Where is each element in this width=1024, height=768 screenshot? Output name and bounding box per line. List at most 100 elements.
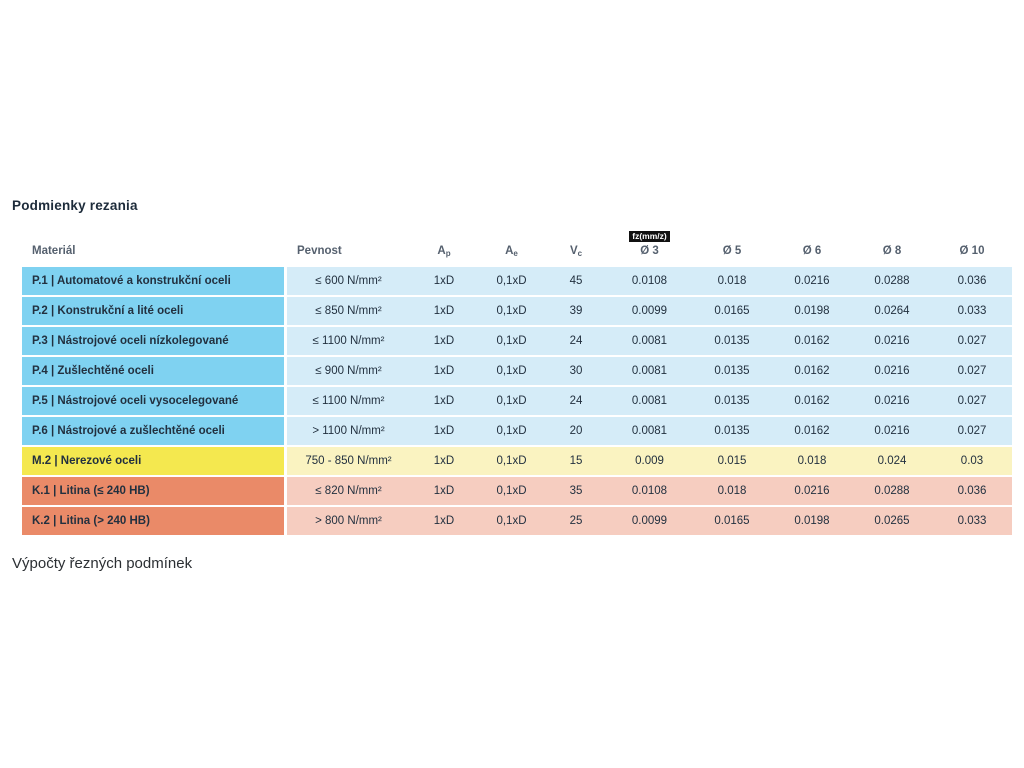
- value-cell: 20: [545, 417, 607, 445]
- value-cell: 0.036: [932, 477, 1012, 505]
- value-cell: 0.0108: [607, 267, 692, 295]
- value-cell: 0.0081: [607, 417, 692, 445]
- value-cell: 0.027: [932, 387, 1012, 415]
- value-cell: 30: [545, 357, 607, 385]
- value-cell: 0.0108: [607, 477, 692, 505]
- value-cell: 0.0216: [852, 417, 932, 445]
- value-cell: 0,1xD: [478, 387, 545, 415]
- value-cell: ≤ 820 N/mm²: [287, 477, 410, 505]
- value-cell: 1xD: [410, 267, 478, 295]
- value-cell: 0.033: [932, 507, 1012, 535]
- value-cell: 0.0216: [852, 327, 932, 355]
- value-cell: 0.0081: [607, 357, 692, 385]
- value-cell: 1xD: [410, 387, 478, 415]
- value-cell: ≤ 850 N/mm²: [287, 297, 410, 325]
- value-cell: > 800 N/mm²: [287, 507, 410, 535]
- value-cell: ≤ 600 N/mm²: [287, 267, 410, 295]
- material-cell: P.6 | Nástrojové a zušlechtěné oceli: [22, 417, 287, 445]
- page-title: Podmienky rezania: [12, 198, 138, 213]
- value-cell: 0.0288: [852, 477, 932, 505]
- value-cell: 0.027: [932, 417, 1012, 445]
- value-cell: ≤ 1100 N/mm²: [287, 387, 410, 415]
- value-cell: 0.018: [772, 447, 852, 475]
- value-cell: 1xD: [410, 447, 478, 475]
- value-cell: 1xD: [410, 417, 478, 445]
- value-cell: 750 - 850 N/mm²: [287, 447, 410, 475]
- table-row: M.2 | Nerezové oceli 750 - 850 N/mm² 1xD 0,…: [22, 447, 1012, 475]
- value-cell: 0.0081: [607, 327, 692, 355]
- table-row: P.3 | Nástrojové oceli nízkolegované ≤ 11…: [22, 327, 1012, 355]
- value-cell: 1xD: [410, 477, 478, 505]
- value-cell: ≤ 900 N/mm²: [287, 357, 410, 385]
- material-cell: M.2 | Nerezové oceli: [22, 447, 287, 475]
- table-row: P.5 | Nástrojové oceli vysocelegované ≤ 1…: [22, 387, 1012, 415]
- value-cell: 0,1xD: [478, 297, 545, 325]
- value-cell: 0.018: [692, 267, 772, 295]
- value-cell: 0,1xD: [478, 327, 545, 355]
- value-cell: 0,1xD: [478, 357, 545, 385]
- value-cell: 0.0099: [607, 507, 692, 535]
- value-cell: 24: [545, 387, 607, 415]
- value-cell: 0.015: [692, 447, 772, 475]
- column-header-d10: Ø 10: [959, 245, 985, 257]
- column-header-vc: Vc: [569, 245, 583, 258]
- column-header-d5: Ø 5: [722, 245, 742, 257]
- column-header-d6: Ø 6: [802, 245, 822, 257]
- table-row: K.1 | Litina (≤ 240 HB) ≤ 820 N/mm² 1xD 0,1…: [22, 477, 1012, 505]
- value-cell: 0,1xD: [478, 447, 545, 475]
- value-cell: 0,1xD: [478, 477, 545, 505]
- value-cell: 0.0162: [772, 387, 852, 415]
- value-cell: 0.027: [932, 357, 1012, 385]
- column-header-material: Materiál: [32, 245, 76, 257]
- value-cell: 1xD: [410, 507, 478, 535]
- value-cell: 0.0162: [772, 417, 852, 445]
- fz-unit-badge: fz(mm/z): [629, 230, 670, 242]
- table-row: P.4 | Zušlechtěné oceli ≤ 900 N/mm² 1xD 0,1…: [22, 357, 1012, 385]
- value-cell: 0.027: [932, 327, 1012, 355]
- value-cell: 0.0216: [772, 267, 852, 295]
- value-cell: 45: [545, 267, 607, 295]
- value-cell: 35: [545, 477, 607, 505]
- value-cell: 1xD: [410, 327, 478, 355]
- value-cell: 0,1xD: [478, 507, 545, 535]
- value-cell: 0.0264: [852, 297, 932, 325]
- table-row: P.6 | Nástrojové a zušlechtěné oceli > 11…: [22, 417, 1012, 445]
- value-cell: 0.0198: [772, 297, 852, 325]
- page-content: Podmienky rezania Materiál Pevnost Ap Ae Vc f…: [12, 198, 1012, 572]
- value-cell: 1xD: [410, 357, 478, 385]
- value-cell: 24: [545, 327, 607, 355]
- value-cell: 0.018: [692, 477, 772, 505]
- value-cell: 0.0216: [772, 477, 852, 505]
- material-cell: P.4 | Zušlechtěné oceli: [22, 357, 287, 385]
- material-cell: P.3 | Nástrojové oceli nízkolegované: [22, 327, 287, 355]
- value-cell: ≤ 1100 N/mm²: [287, 327, 410, 355]
- footer-heading: Výpočty řezných podmínek: [12, 555, 193, 572]
- value-cell: 0.0216: [852, 357, 932, 385]
- value-cell: 0,1xD: [478, 267, 545, 295]
- material-cell: P.1 | Automatové a konstrukční oceli: [22, 267, 287, 295]
- value-cell: 0.0099: [607, 297, 692, 325]
- value-cell: 0.0135: [692, 417, 772, 445]
- value-cell: 0.0162: [772, 357, 852, 385]
- value-cell: 0.0162: [772, 327, 852, 355]
- value-cell: 0.0165: [692, 297, 772, 325]
- column-header-d3: fz(mm/z) Ø 3: [607, 227, 692, 265]
- material-cell: P.2 | Konstrukční a lité oceli: [22, 297, 287, 325]
- value-cell: 0.033: [932, 297, 1012, 325]
- value-cell: 0.0198: [772, 507, 852, 535]
- column-header-pevnost: Pevnost: [297, 245, 342, 257]
- material-cell: P.5 | Nástrojové oceli vysocelegované: [22, 387, 287, 415]
- cutting-conditions-table: Materiál Pevnost Ap Ae Vc fz(mm/z) Ø 3 Ø 5 Ø 6 Ø …: [22, 225, 1012, 537]
- value-cell: 0.03: [932, 447, 1012, 475]
- table-row: P.1 | Automatové a konstrukční oceli ≤ 60…: [22, 267, 1012, 295]
- column-header-d8: Ø 8: [882, 245, 902, 257]
- value-cell: 0.0265: [852, 507, 932, 535]
- value-cell: 0.0288: [852, 267, 932, 295]
- value-cell: 25: [545, 507, 607, 535]
- value-cell: 0.0135: [692, 327, 772, 355]
- value-cell: 0.024: [852, 447, 932, 475]
- value-cell: > 1100 N/mm²: [287, 417, 410, 445]
- value-cell: 39: [545, 297, 607, 325]
- table-row: K.2 | Litina (> 240 HB) > 800 N/mm² 1xD 0,1…: [22, 507, 1012, 535]
- value-cell: 0,1xD: [478, 417, 545, 445]
